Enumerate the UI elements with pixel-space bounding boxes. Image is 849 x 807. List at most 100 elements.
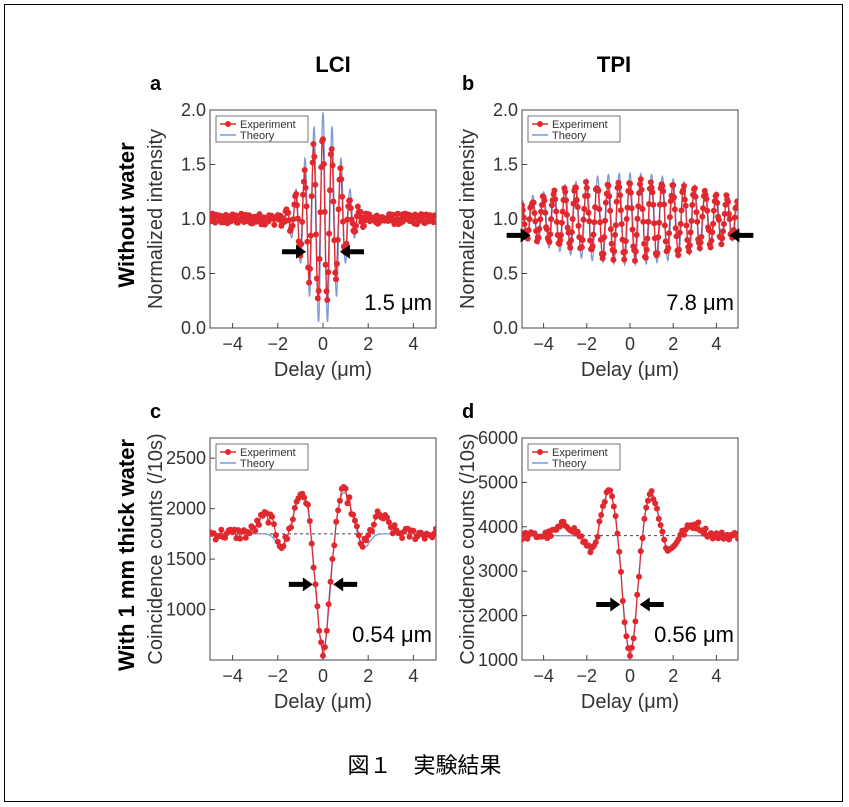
panel-b-experiment-point bbox=[596, 206, 603, 213]
panel-b-experiment-point bbox=[691, 185, 698, 192]
panel-a-experiment-point bbox=[433, 213, 436, 220]
panel-a-experiment-point bbox=[294, 215, 301, 222]
panel-c-ytick-label: 1500 bbox=[166, 549, 206, 569]
panel-c-experiment-point bbox=[344, 500, 351, 507]
panel-b-experiment-point bbox=[694, 218, 701, 225]
panel-b-experiment-point bbox=[542, 209, 549, 216]
panel-b-experiment-point bbox=[583, 184, 590, 191]
panel-b-experiment-point bbox=[678, 207, 685, 214]
panel-d-ytick-label: 2000 bbox=[478, 606, 518, 626]
panel-a-experiment-point bbox=[306, 279, 313, 286]
panel-c-experiment-point bbox=[370, 521, 377, 528]
panel-a-experiment-point bbox=[310, 141, 317, 147]
panel-d-experiment-point bbox=[675, 536, 682, 543]
panel-d-experiment-point bbox=[610, 503, 617, 510]
panel-d-experiment-point bbox=[655, 515, 662, 522]
panel-d-experiment-point bbox=[634, 591, 641, 598]
panel-b-experiment-point bbox=[563, 211, 570, 218]
panel-c-experiment-point bbox=[308, 540, 315, 547]
panel-b-experiment-point bbox=[541, 197, 548, 204]
panel-d-experiment-point bbox=[522, 536, 525, 543]
panel-d-experiment-point bbox=[607, 487, 614, 494]
panel-b-experiment-point bbox=[699, 213, 706, 220]
panel-c-ytick-label: 2000 bbox=[166, 499, 206, 519]
panel-a-arrow-right-head bbox=[339, 244, 350, 259]
panel-d-legend-experiment-marker bbox=[537, 449, 543, 455]
panel-d-legend-box bbox=[527, 443, 621, 471]
panel-b-experiment-point bbox=[682, 202, 689, 209]
panel-b-experiment-point bbox=[683, 222, 690, 229]
panel-a-experiment-point bbox=[343, 240, 350, 247]
panel-b-experiment-point bbox=[590, 231, 597, 238]
panel-c-experiment-point bbox=[280, 543, 287, 550]
panel-b-experiment-point bbox=[643, 246, 650, 253]
panel-d-experiment-point bbox=[641, 515, 648, 522]
panel-c-experiment-point bbox=[410, 527, 417, 534]
panel-a-xlabel: Delay (μm) bbox=[274, 359, 372, 381]
panel-a-experiment-point bbox=[329, 162, 336, 169]
panel-b-experiment-point bbox=[671, 206, 678, 213]
panel-b-experiment-point bbox=[726, 216, 733, 223]
panel-b-experiment-point bbox=[578, 244, 585, 251]
panel-a-experiment-point bbox=[325, 269, 332, 276]
panel-c-experiment-point bbox=[359, 543, 366, 550]
panel-a-experiment-point bbox=[307, 232, 314, 239]
panel-d-ytick-label: 6000 bbox=[478, 428, 518, 448]
panel-c-experiment-point bbox=[320, 652, 326, 659]
panel-b-experiment-point bbox=[710, 207, 717, 214]
panel-a-experiment-point bbox=[298, 241, 305, 247]
panel-b-experiment-point bbox=[607, 207, 614, 214]
figure-caption: 図１ 実験結果 bbox=[347, 754, 502, 779]
panel-d-letter: d bbox=[462, 401, 474, 423]
panel-b-experiment-point bbox=[600, 250, 607, 257]
panel-a-xtick-label: −2 bbox=[268, 334, 289, 354]
panel-c-experiment-point bbox=[421, 535, 428, 542]
panel-c-legend-theory-label: Theory bbox=[240, 458, 275, 470]
panel-a-experiment-point bbox=[334, 236, 341, 243]
panel-d-xtick-label: 4 bbox=[711, 666, 721, 686]
panel-b-experiment-point bbox=[558, 232, 564, 238]
panel-a-experiment-point bbox=[320, 136, 326, 143]
panel-d-experiment-point bbox=[556, 523, 563, 530]
panel-b-experiment-point bbox=[586, 218, 593, 225]
panel-b-experiment-point bbox=[670, 182, 677, 189]
panel-a-xtick-label: −4 bbox=[222, 334, 243, 354]
panel-a-experiment-point bbox=[317, 209, 324, 216]
panel-c-experiment-point bbox=[336, 497, 343, 504]
panel-d-experiment-point bbox=[627, 652, 633, 659]
panel-b-legend-experiment-label: Experiment bbox=[552, 119, 608, 131]
panel-b-experiment-point bbox=[526, 216, 533, 223]
panel-b-experiment-point bbox=[585, 209, 592, 216]
panel-d-experiment-point bbox=[645, 497, 651, 504]
panel-c-experiment-point bbox=[325, 601, 332, 608]
panel-c-experiment-point bbox=[363, 537, 370, 544]
panel-b-experiment-point bbox=[552, 196, 559, 203]
panel-d-experiment-point bbox=[681, 531, 687, 538]
panel-d-experiment-point bbox=[637, 548, 644, 555]
panel-d-experiment-point bbox=[619, 598, 626, 604]
panel-b-experiment-point bbox=[537, 216, 544, 223]
panel-a-experiment-point bbox=[233, 212, 240, 219]
panel-b-xtick-label: −2 bbox=[577, 334, 598, 354]
panel-c-experiment-point bbox=[304, 501, 311, 508]
panel-d-legend-experiment-label: Experiment bbox=[552, 447, 608, 459]
panel-b-experiment-point bbox=[686, 242, 693, 249]
panel-b-experiment-point bbox=[584, 192, 591, 199]
panel-c-experiment-point bbox=[346, 494, 353, 501]
panel-b-experiment-point bbox=[573, 197, 580, 203]
panel-b-experiment-point bbox=[675, 252, 682, 259]
panel-b-experiment-point bbox=[546, 239, 553, 245]
panel-d-experiment-point bbox=[632, 618, 639, 625]
panel-b-experiment-point bbox=[621, 256, 628, 263]
panel-d-ytick-label: 3000 bbox=[478, 561, 518, 581]
panel-c-experiment-point bbox=[246, 530, 253, 537]
panel-b-arrow-left-head bbox=[520, 228, 531, 243]
panel-c-experiment-point bbox=[391, 522, 398, 529]
panel-a-experiment-point bbox=[271, 221, 278, 228]
panel-a-ylabel: Normalized intensity bbox=[145, 129, 167, 309]
panel-c-experiment-point bbox=[265, 519, 272, 526]
panel-b-experiment-point bbox=[532, 218, 539, 225]
panel-c-experiment-point bbox=[433, 525, 436, 532]
panel-b-experiment-point bbox=[634, 215, 641, 222]
panel-b-experiment-point bbox=[564, 224, 571, 231]
